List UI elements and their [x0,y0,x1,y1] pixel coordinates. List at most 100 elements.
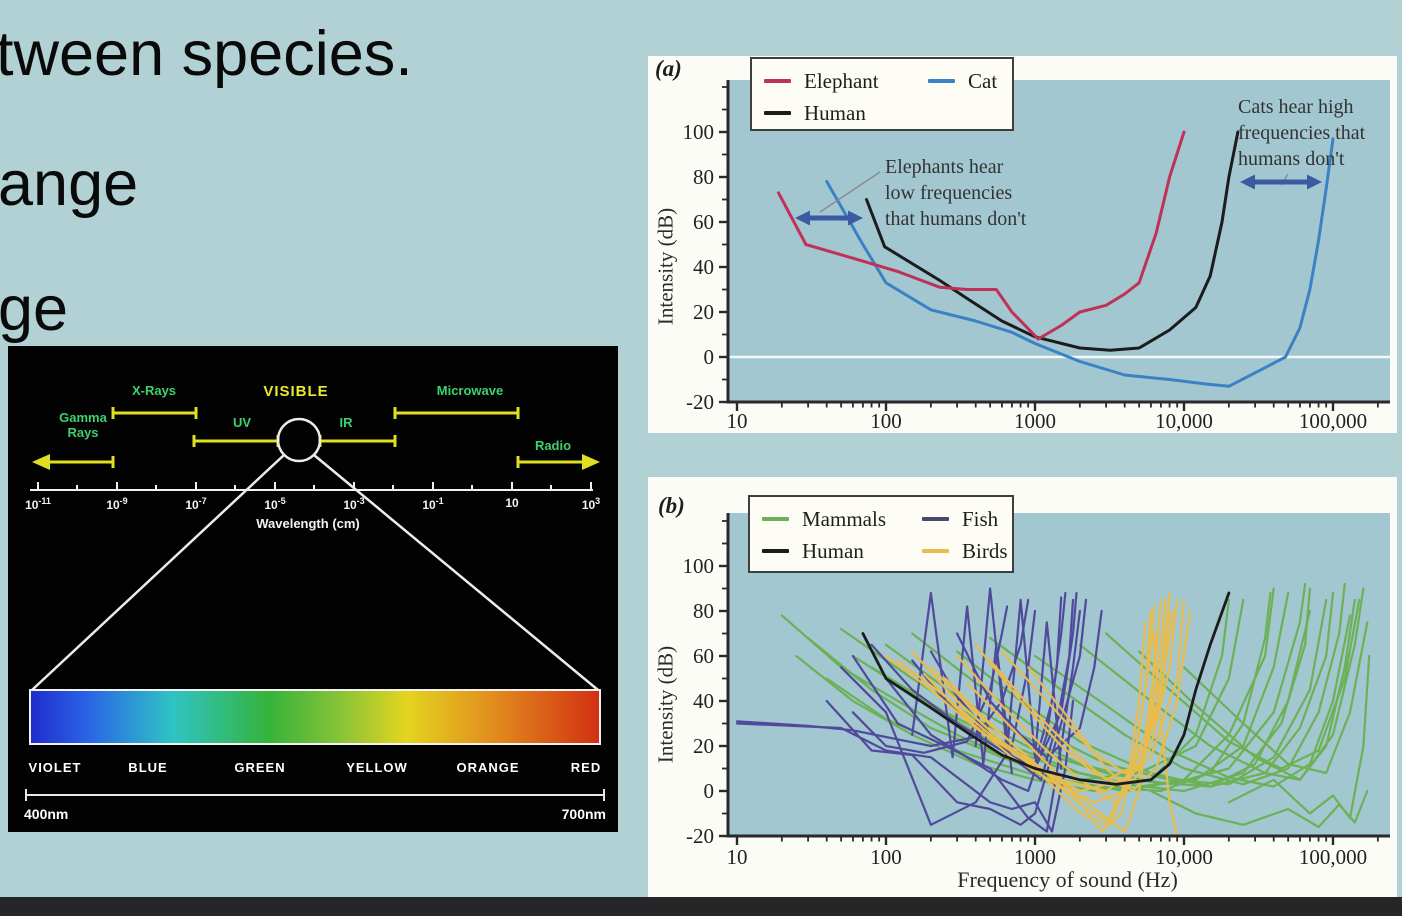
legend-item-birds: Birds [922,539,1008,563]
slide-text-line-1: tween species. [0,19,413,89]
legend-label: Birds [962,538,1008,563]
audiogram-panel-b: 10 100 1000 10,000 100,000 -20 0 20 40 60 80 100 (b… [648,477,1397,897]
wavelength-axis-title: Wavelength (cm) [256,516,360,531]
wavelength-tick-label: 10 [505,496,519,510]
svg-text:80: 80 [693,165,714,189]
double-arrow-icon [1240,174,1322,190]
svg-text:0: 0 [704,779,715,803]
wavelength-tick-label: 103 [581,496,601,512]
audiogram-b-plot: 10 100 1000 10,000 100,000 -20 0 20 40 60 80 100 [683,513,1390,869]
svg-text:40: 40 [693,689,714,713]
panel-b-label: (b) [658,493,685,518]
svg-text:10,000: 10,000 [1155,409,1213,433]
svg-text:60: 60 [693,644,714,668]
legend-label: Human [804,100,866,125]
y-axis-title-a: Intensity (dB) [653,207,678,326]
legend-item-elephant: Elephant [764,69,879,93]
color-label-orange: ORANGE [456,760,520,775]
wavelength-tick-label: 10-3 [343,496,365,512]
range-max-label: 700nm [561,806,606,822]
svg-text:100,000: 100,000 [1299,409,1367,433]
legend-dash-icon [764,111,791,115]
slide-text-line-2: ange [0,149,139,219]
legend-item-fish: Fish [922,507,998,531]
legend-dash-icon [922,517,949,521]
svg-text:20: 20 [693,300,714,324]
audiogram-a-plot: 10 100 1000 10,000 100,000 -20 0 20 40 60 80 100 [683,80,1390,433]
svg-text:-20: -20 [686,390,714,414]
wavelength-tick-label: 10-9 [106,496,128,512]
uv-ir-line [192,435,397,447]
svg-text:20: 20 [693,734,714,758]
legend-dash-icon [928,79,955,83]
color-label-blue: BLUE [128,760,168,775]
spectrum-graphics [25,407,605,801]
svg-text:10: 10 [727,409,748,433]
svg-text:100: 100 [870,409,902,433]
svg-text:40: 40 [693,255,714,279]
svg-text:60: 60 [693,210,714,234]
bottom-bar [0,897,1402,916]
wavelength-axis [30,482,593,491]
zoom-triangle-lines [31,454,599,691]
legend-dash-icon [922,549,949,553]
radio-label: Radio [534,438,572,453]
legend-dash-icon [762,549,789,553]
svg-text:100: 100 [870,845,902,869]
color-label-red: RED [570,760,602,775]
legend-label: Mammals [802,506,886,531]
svg-text:10,000: 10,000 [1155,845,1213,869]
color-label-yellow: YELLOW [346,760,408,775]
legend-item-cat: Cat [928,69,997,93]
svg-text:0: 0 [704,345,715,369]
microwave-bracket [393,407,520,419]
x-axis-title-b: Frequency of sound (Hz) [957,867,1178,892]
svg-text:100: 100 [683,554,715,578]
wavelength-tick-label: 10-11 [25,496,51,512]
legend-b: Mammals Fish Human Birds [748,495,1014,573]
xrays-label: X-Rays [131,383,177,398]
nm-range-line [25,789,605,801]
xrays-bracket [111,407,198,419]
wavelength-tick-label: 10-7 [185,496,207,512]
em-spectrum-diagram: Gamma Rays X-Rays UV VISIBLE IR Microwav… [8,346,618,832]
svg-text:80: 80 [693,599,714,623]
color-label-green: GREEN [234,760,286,775]
svg-text:100,000: 100,000 [1299,845,1367,869]
legend-label: Elephant [804,68,879,93]
legend-label: Cat [968,68,998,93]
microwave-label: Microwave [436,383,504,398]
gamma-arrow-icon [32,454,115,470]
legend-a: Elephant Cat Human [750,57,1014,131]
wavelength-tick-label: 10-5 [264,496,286,512]
y-axis-title-b: Intensity (dB) [653,645,678,764]
range-min-label: 400nm [24,806,69,822]
svg-text:-20: -20 [686,824,714,848]
uv-label: UV [232,415,252,430]
audiogram-panel-a: 10 100 1000 10,000 100,000 -20 0 20 40 60 80 100 (a… [648,56,1397,433]
double-arrow-icon [795,210,863,226]
radio-arrow-icon [516,454,600,470]
legend-label: Human [802,538,864,563]
visible-label: VISIBLE [263,383,329,400]
wavelength-tick-label: 10-1 [422,496,444,512]
svg-text:10: 10 [727,845,748,869]
svg-text:1000: 1000 [1014,845,1056,869]
annotation-elephants: Elephants hear low frequencies that huma… [885,156,1027,230]
color-label-violet: VIOLET [28,760,82,775]
legend-item-human: Human [764,101,866,125]
annotation-cats: Cats hear high frequencies that humans d… [1238,96,1366,170]
gamma-rays-label: Gamma Rays [59,410,107,440]
visible-circle-icon [276,417,322,463]
svg-text:1000: 1000 [1014,409,1056,433]
slide-text-line-3: ge [0,274,69,344]
visible-spectrum-bar [29,689,601,745]
legend-item-mammals: Mammals [762,507,886,531]
legend-label: Fish [962,506,999,531]
legend-item-human: Human [762,539,864,563]
legend-dash-icon [764,79,791,83]
ir-label: IR [339,415,353,430]
svg-text:100: 100 [683,120,715,144]
panel-a-label: (a) [655,56,682,81]
